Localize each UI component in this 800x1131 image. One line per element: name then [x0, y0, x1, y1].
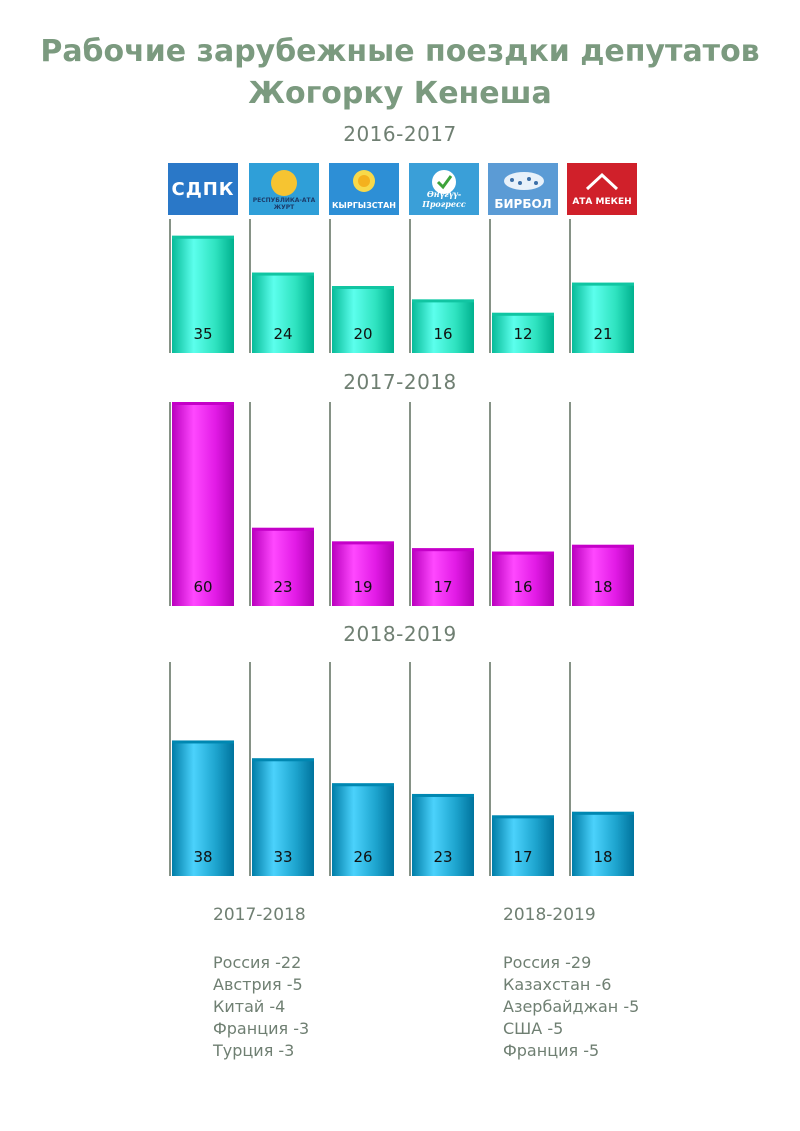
bar-top [412, 548, 474, 552]
chart-2018-2019: 38 33 26 23 17 18 [160, 658, 660, 878]
list-item: Франция -3 [213, 1019, 310, 1038]
bar [252, 527, 314, 606]
bar-top [412, 299, 474, 303]
chart-3-title: 2018-2019 [343, 622, 457, 646]
bar-top [412, 793, 474, 797]
bar-value-label: 23 [273, 578, 292, 596]
bar [252, 272, 314, 353]
list-item: США -5 [503, 1019, 564, 1038]
bar-value-label: 18 [593, 578, 612, 596]
bar [172, 402, 234, 606]
bar-value-label: 12 [513, 325, 532, 343]
bar-value-label: 20 [353, 325, 372, 343]
chart-2017-2018-svg: 60 23 19 17 16 18 [169, 402, 634, 606]
bar-top [492, 551, 554, 555]
bar-value-label: 23 [433, 848, 452, 866]
list-item: Турция -3 [213, 1041, 295, 1060]
bar-top [332, 286, 394, 289]
bar-value-label: 35 [193, 325, 212, 343]
bar [412, 299, 474, 353]
list-heading: 2018-2019 [503, 905, 596, 925]
chart-2016-2017: 35 24 20 16 12 21 [160, 215, 660, 355]
bar-value-label: 16 [513, 578, 532, 596]
bar-top [572, 544, 634, 548]
bar [412, 793, 474, 876]
bar-top [572, 282, 634, 286]
list-item: Россия -29 [503, 953, 592, 972]
bar [332, 783, 394, 876]
onuguu-logo: Өнүгүү-Прогресс [409, 163, 479, 215]
bar-top [332, 541, 394, 545]
list-2018-2019: 2018-2019 Россия -29 Казахстан -6 Азерба… [503, 904, 639, 1062]
bar [252, 758, 314, 876]
chart-1-title: 2016-2017 [343, 122, 457, 146]
bar-top [572, 811, 634, 815]
bar-value-label: 18 [593, 848, 612, 866]
kyrgyzstan-logo: КЫРГЫЗСТАН [329, 163, 399, 215]
chart-2016-2017-svg: 35 24 20 16 12 21 [169, 219, 634, 353]
list-item: Казахстан -6 [503, 975, 612, 994]
bar-value-label: 19 [353, 578, 372, 596]
bar-value-label: 21 [593, 325, 612, 343]
bar-top [492, 312, 554, 316]
bar [572, 282, 634, 353]
bar-value-label: 60 [193, 578, 212, 596]
bar-top [252, 758, 314, 762]
bar-top [252, 272, 314, 276]
bar-value-label: 16 [433, 325, 452, 343]
chart-2017-2018: 60 23 19 17 16 18 [160, 398, 660, 608]
bar [412, 548, 474, 606]
bar [492, 815, 554, 876]
list-heading: 2017-2018 [213, 905, 306, 925]
chart-2-title: 2017-2018 [343, 370, 457, 394]
bar [172, 740, 234, 876]
bar-value-label: 33 [273, 848, 292, 866]
list-item: Россия -22 [213, 953, 302, 972]
chart-2018-2019-svg: 38 33 26 23 17 18 [169, 662, 634, 876]
bar-top [492, 815, 554, 819]
bar [172, 235, 234, 353]
bar-value-label: 24 [273, 325, 292, 343]
roof-icon [585, 172, 619, 191]
bar [572, 544, 634, 606]
list-item: Австрия -5 [213, 975, 303, 994]
bar-top [252, 527, 314, 531]
bar [572, 811, 634, 876]
sun-rays-icon [353, 170, 375, 192]
checkmark-icon [432, 170, 456, 194]
bar [492, 551, 554, 606]
ata-meken-logo: АТА МЕКЕН [567, 163, 637, 215]
bar-top [332, 783, 394, 787]
bar-top [172, 235, 234, 239]
bar-value-label: 17 [513, 848, 532, 866]
bar [492, 312, 554, 353]
list-2017-2018: 2017-2018 Россия -22 Австрия -5 Китай -4… [213, 904, 309, 1062]
bar-top [172, 740, 234, 744]
sun-icon [271, 170, 297, 196]
bar-top [172, 402, 234, 405]
bar-value-label: 17 [433, 578, 452, 596]
bar [332, 541, 394, 606]
page-subtitle: Жогорку Кенеша [248, 76, 552, 111]
list-item: Франция -5 [503, 1041, 600, 1060]
respublika-logo: РЕСПУБЛИКА-АТА ЖУРТ [249, 163, 319, 215]
list-item: Азербайджан -5 [503, 997, 640, 1016]
bar-value-label: 26 [353, 848, 372, 866]
sdpk-logo: СДПК [168, 163, 238, 215]
page-title: Рабочие зарубежные поездки депутатов [40, 34, 760, 69]
bar-value-label: 38 [193, 848, 212, 866]
list-item: Китай -4 [213, 997, 286, 1016]
bar [332, 286, 394, 353]
snow-leopard-icon [504, 172, 544, 190]
birbol-logo: БИРБОЛ [488, 163, 558, 215]
